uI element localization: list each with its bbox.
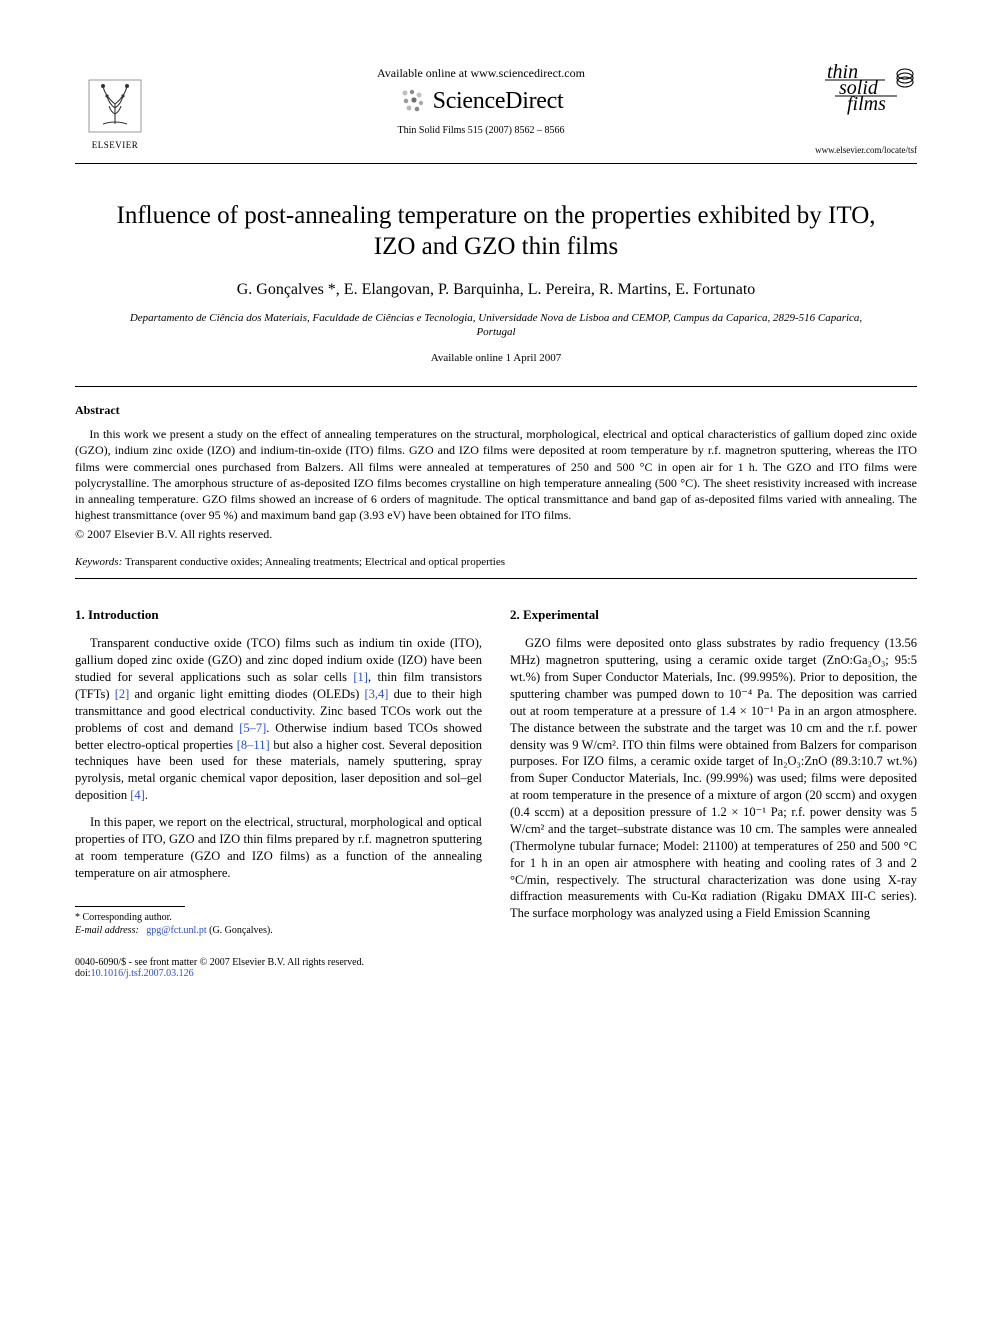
abstract-copyright: © 2007 Elsevier B.V. All rights reserved… xyxy=(75,527,917,542)
abstract-heading: Abstract xyxy=(75,403,917,418)
doi-line: doi:10.1016/j.tsf.2007.03.126 xyxy=(75,968,482,979)
ref-link[interactable]: [8–11] xyxy=(237,738,270,752)
intro-p1-text-c: and organic light emitting diodes (OLEDs… xyxy=(129,687,364,701)
email-link[interactable]: gpg@fct.unl.pt xyxy=(146,925,206,936)
ref-link[interactable]: [2] xyxy=(115,687,130,701)
intro-paragraph-2: In this paper, we report on the electric… xyxy=(75,814,482,882)
right-column: 2. Experimental GZO films were deposited… xyxy=(510,607,917,978)
intro-paragraph-1: Transparent conductive oxide (TCO) films… xyxy=(75,635,482,804)
center-header: Available online at www.sciencedirect.co… xyxy=(155,66,807,136)
corresponding-author-label: * Corresponding author. xyxy=(75,911,482,924)
doi-link[interactable]: 10.1016/j.tsf.2007.03.126 xyxy=(91,968,194,979)
footnote-rule xyxy=(75,906,185,907)
email-after: (G. Gonçalves). xyxy=(207,925,273,936)
email-label: E-mail address: xyxy=(75,925,139,936)
sciencedirect-logo: ScienceDirect xyxy=(155,87,807,115)
keywords-label: Keywords: xyxy=(75,556,122,568)
doi-label: doi: xyxy=(75,968,91,979)
two-column-body: 1. Introduction Transparent conductive o… xyxy=(75,607,917,978)
abstract-bottom-rule xyxy=(75,578,917,579)
footer-block: 0040-6090/$ - see front matter © 2007 El… xyxy=(75,957,482,979)
journal-url: www.elsevier.com/locate/tsf xyxy=(807,145,917,155)
section-heading-intro: 1. Introduction xyxy=(75,607,482,623)
authors-line: G. Gonçalves *, E. Elangovan, P. Barquin… xyxy=(75,281,917,299)
page: ELSEVIER Available online at www.science… xyxy=(0,0,992,1019)
ref-link[interactable]: [1] xyxy=(353,670,368,684)
ref-link[interactable]: [5–7] xyxy=(239,721,266,735)
journal-logo: thin solid films www.elsevier.com/locate… xyxy=(807,60,917,155)
header-rule xyxy=(75,163,917,164)
sciencedirect-icon xyxy=(399,87,427,115)
thin-solid-films-icon: thin solid films xyxy=(821,60,917,116)
section-heading-experimental: 2. Experimental xyxy=(510,607,917,623)
abstract-body: In this work we present a study on the e… xyxy=(75,426,917,523)
keywords-line: Keywords: Transparent conductive oxides;… xyxy=(75,556,917,568)
corresponding-footnote: * Corresponding author. E-mail address: … xyxy=(75,911,482,937)
available-online-text: Available online at www.sciencedirect.co… xyxy=(155,66,807,81)
left-column: 1. Introduction Transparent conductive o… xyxy=(75,607,482,978)
header-row: ELSEVIER Available online at www.science… xyxy=(75,60,917,155)
available-date: Available online 1 April 2007 xyxy=(75,352,917,364)
abstract-top-rule xyxy=(75,386,917,387)
ref-link[interactable]: [3,4] xyxy=(364,687,388,701)
citation-text: Thin Solid Films 515 (2007) 8562 – 8566 xyxy=(155,125,807,136)
issn-line: 0040-6090/$ - see front matter © 2007 El… xyxy=(75,957,482,968)
intro-p1-text-g: . xyxy=(145,788,148,802)
article-title: Influence of post-annealing temperature … xyxy=(95,200,897,263)
email-line: E-mail address: gpg@fct.unl.pt (G. Gonça… xyxy=(75,924,482,937)
experimental-paragraph-1: GZO films were deposited onto glass subs… xyxy=(510,635,917,922)
elsevier-logo: ELSEVIER xyxy=(75,60,155,150)
elsevier-tree-icon xyxy=(83,74,147,138)
ref-link[interactable]: [4] xyxy=(130,788,145,802)
affiliation: Departamento de Ciência dos Materiais, F… xyxy=(115,311,877,341)
sciencedirect-text: ScienceDirect xyxy=(433,88,564,115)
keywords-text: Transparent conductive oxides; Annealing… xyxy=(122,556,505,568)
elsevier-label: ELSEVIER xyxy=(92,140,139,150)
